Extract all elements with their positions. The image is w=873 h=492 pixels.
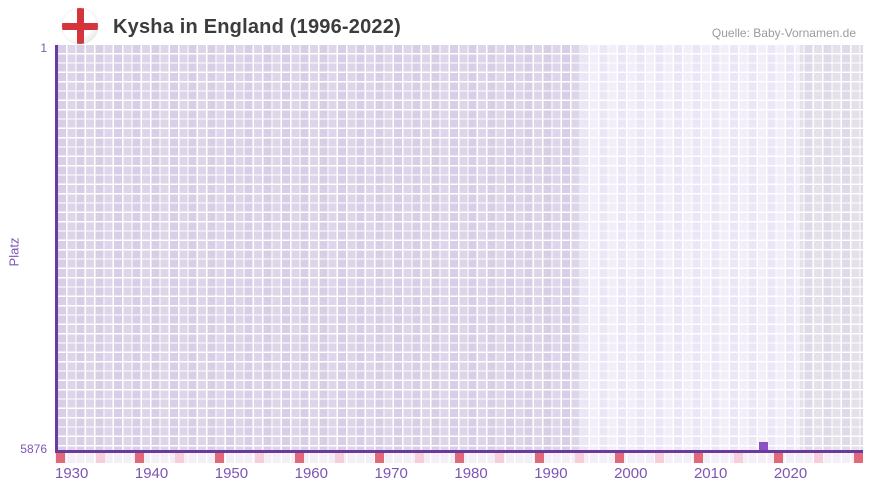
half-decade-tick-mark	[494, 452, 504, 463]
y-axis-max-label: 1	[40, 41, 47, 55]
plot-area	[58, 45, 863, 450]
x-axis-label-1960: 1960	[294, 465, 328, 482]
x-axis-label-1930: 1930	[55, 465, 89, 482]
decade-tick-mark	[454, 452, 464, 463]
decade-tick-mark	[614, 452, 624, 463]
decade-tick-mark	[135, 452, 145, 463]
x-axis-label-1970: 1970	[374, 465, 408, 482]
y-axis-line	[55, 45, 58, 452]
x-axis-tick-row	[55, 452, 863, 463]
x-axis-label-1950: 1950	[214, 465, 249, 482]
data-point-2016-rank-5876	[758, 442, 768, 450]
y-axis-min-label: 5876	[20, 442, 47, 456]
half-decade-tick-mark	[175, 452, 185, 463]
flag-cross-horizontal	[62, 22, 98, 30]
decade-tick-mark	[534, 452, 544, 463]
x-axis-label-1980: 1980	[454, 465, 488, 482]
decade-tick-mark	[694, 452, 704, 463]
half-decade-tick-mark	[654, 452, 664, 463]
x-axis-line	[55, 450, 863, 453]
x-axis-label-2010: 2010	[693, 465, 728, 482]
half-decade-tick-mark	[255, 452, 265, 463]
flag-shading	[62, 8, 98, 44]
x-axis-label-2000: 2000	[614, 465, 648, 482]
decade-tick-mark	[55, 452, 65, 463]
grid-pattern	[58, 45, 863, 450]
x-axis-label-2020: 2020	[773, 465, 808, 482]
half-decade-tick-mark	[574, 452, 584, 463]
y-axis-title: Platz	[6, 237, 22, 267]
half-decade-tick-mark	[734, 452, 744, 463]
source-attribution: Quelle: Baby-Vornamen.de	[711, 26, 856, 40]
x-axis-labels: 1930 1940 1950 1960 1970 1980 1990 2000 2010 2020	[0, 465, 873, 485]
decade-tick-mark	[774, 452, 784, 463]
half-decade-tick-mark	[95, 452, 105, 463]
decade-tick-mark	[215, 452, 225, 463]
half-decade-tick-mark	[814, 452, 824, 463]
england-flag-icon	[62, 8, 98, 44]
x-axis-label-1990: 1990	[534, 465, 568, 482]
half-decade-tick-mark	[414, 452, 424, 463]
chart-title: Kysha in England (1996-2022)	[113, 16, 401, 38]
decade-tick-mark	[374, 452, 384, 463]
half-decade-tick-mark	[335, 452, 345, 463]
x-axis-label-1940: 1940	[134, 465, 169, 482]
decade-tick-mark	[295, 452, 305, 463]
decade-tick-mark	[854, 452, 863, 463]
